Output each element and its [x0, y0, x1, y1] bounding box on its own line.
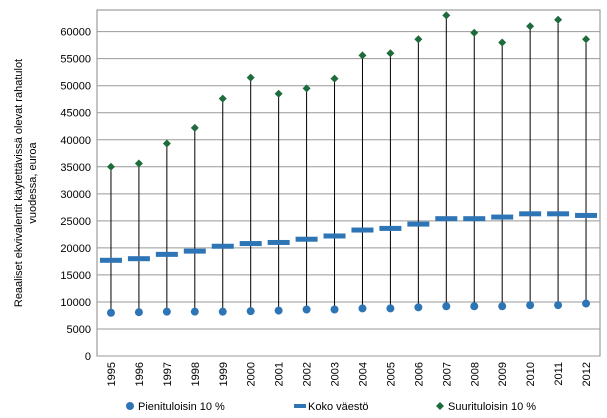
marker	[330, 74, 339, 83]
marker	[491, 214, 514, 220]
marker	[407, 221, 430, 227]
x-tick-label: 1995	[106, 362, 118, 386]
marker	[330, 305, 339, 314]
marker	[302, 305, 311, 314]
y-tick-label: 5000	[67, 324, 91, 336]
x-tick-label: 2006	[413, 362, 425, 386]
marker	[435, 216, 458, 222]
marker	[190, 307, 199, 316]
marker	[239, 241, 262, 247]
legend-marker	[436, 402, 444, 410]
y-tick-label: 40000	[60, 135, 91, 147]
legend-label: Suurituloisin 10 %	[448, 401, 536, 413]
y-tick-label: 0	[85, 351, 91, 363]
y-tick-label: 45000	[60, 108, 91, 120]
plot-area	[96, 9, 601, 357]
legend-marker	[126, 402, 134, 410]
x-tick-label: 2009	[497, 362, 509, 386]
marker	[575, 212, 598, 218]
marker	[162, 307, 171, 316]
marker	[386, 49, 395, 58]
x-tick-label: 2003	[330, 362, 342, 386]
marker	[351, 227, 374, 233]
y-tick-label: 25000	[60, 216, 91, 228]
marker	[554, 301, 563, 310]
marker	[442, 11, 451, 20]
legend-label: Pienituloisin 10 %	[138, 401, 225, 413]
y-tick-label: 60000	[60, 27, 91, 39]
marker	[155, 251, 178, 257]
y-tick-label: 30000	[60, 189, 91, 201]
x-tick-label: 1996	[134, 362, 146, 386]
x-tick-label: 2012	[581, 362, 593, 386]
marker	[183, 248, 206, 254]
y-tick-label: 55000	[60, 54, 91, 66]
marker	[442, 302, 451, 311]
marker	[498, 302, 507, 311]
marker	[414, 35, 423, 44]
marker	[127, 256, 150, 262]
y-tick-label: 15000	[60, 270, 91, 282]
y-tick-label: 50000	[60, 81, 91, 93]
marker	[323, 233, 346, 239]
legend-marker	[294, 404, 306, 408]
y-tick-label: 10000	[60, 297, 91, 309]
marker	[379, 225, 402, 231]
marker	[211, 243, 234, 249]
x-tick-label: 2008	[469, 362, 481, 386]
marker	[218, 94, 227, 103]
marker	[134, 159, 143, 168]
marker	[526, 301, 535, 310]
marker	[274, 89, 283, 98]
marker	[162, 139, 171, 148]
marker	[267, 239, 290, 245]
x-tick-label: 2010	[525, 362, 537, 386]
marker	[526, 22, 535, 31]
marker	[386, 304, 395, 313]
x-tick-label: 2005	[385, 362, 397, 386]
marker	[246, 307, 255, 316]
marker	[190, 123, 199, 132]
marker	[463, 216, 486, 222]
x-tick-label: 1999	[218, 362, 230, 386]
marker	[547, 211, 570, 217]
marker	[134, 308, 143, 317]
marker	[106, 308, 115, 317]
marker	[470, 302, 479, 311]
x-tick-label: 1997	[162, 362, 174, 386]
legend-label: Koko väestö	[308, 401, 369, 413]
y-axis-label: vuodessa, euroa	[27, 141, 39, 223]
marker	[302, 84, 311, 93]
x-tick-label: 2007	[441, 362, 453, 386]
x-tick-label: 1998	[190, 362, 202, 386]
y-tick-label: 35000	[60, 162, 91, 174]
marker	[274, 306, 283, 315]
marker	[519, 211, 542, 217]
x-tick-label: 2002	[302, 362, 314, 386]
marker	[582, 299, 591, 308]
marker	[106, 162, 115, 171]
marker	[554, 15, 563, 24]
x-tick-label: 2000	[246, 362, 258, 386]
marker	[582, 35, 591, 44]
x-tick-label: 2004	[357, 362, 369, 386]
marker	[498, 38, 507, 47]
y-tick-label: 20000	[60, 243, 91, 255]
marker	[218, 307, 227, 316]
x-tick-label: 2001	[274, 362, 286, 386]
marker	[246, 73, 255, 82]
marker	[470, 28, 479, 37]
marker	[99, 257, 122, 263]
x-tick-label: 2011	[553, 362, 565, 386]
marker	[295, 236, 318, 242]
marker	[358, 304, 367, 313]
marker	[358, 51, 367, 60]
y-axis-label: Reaaliset ekvivalentit käytettävissä ole…	[13, 59, 25, 307]
marker	[414, 303, 423, 312]
